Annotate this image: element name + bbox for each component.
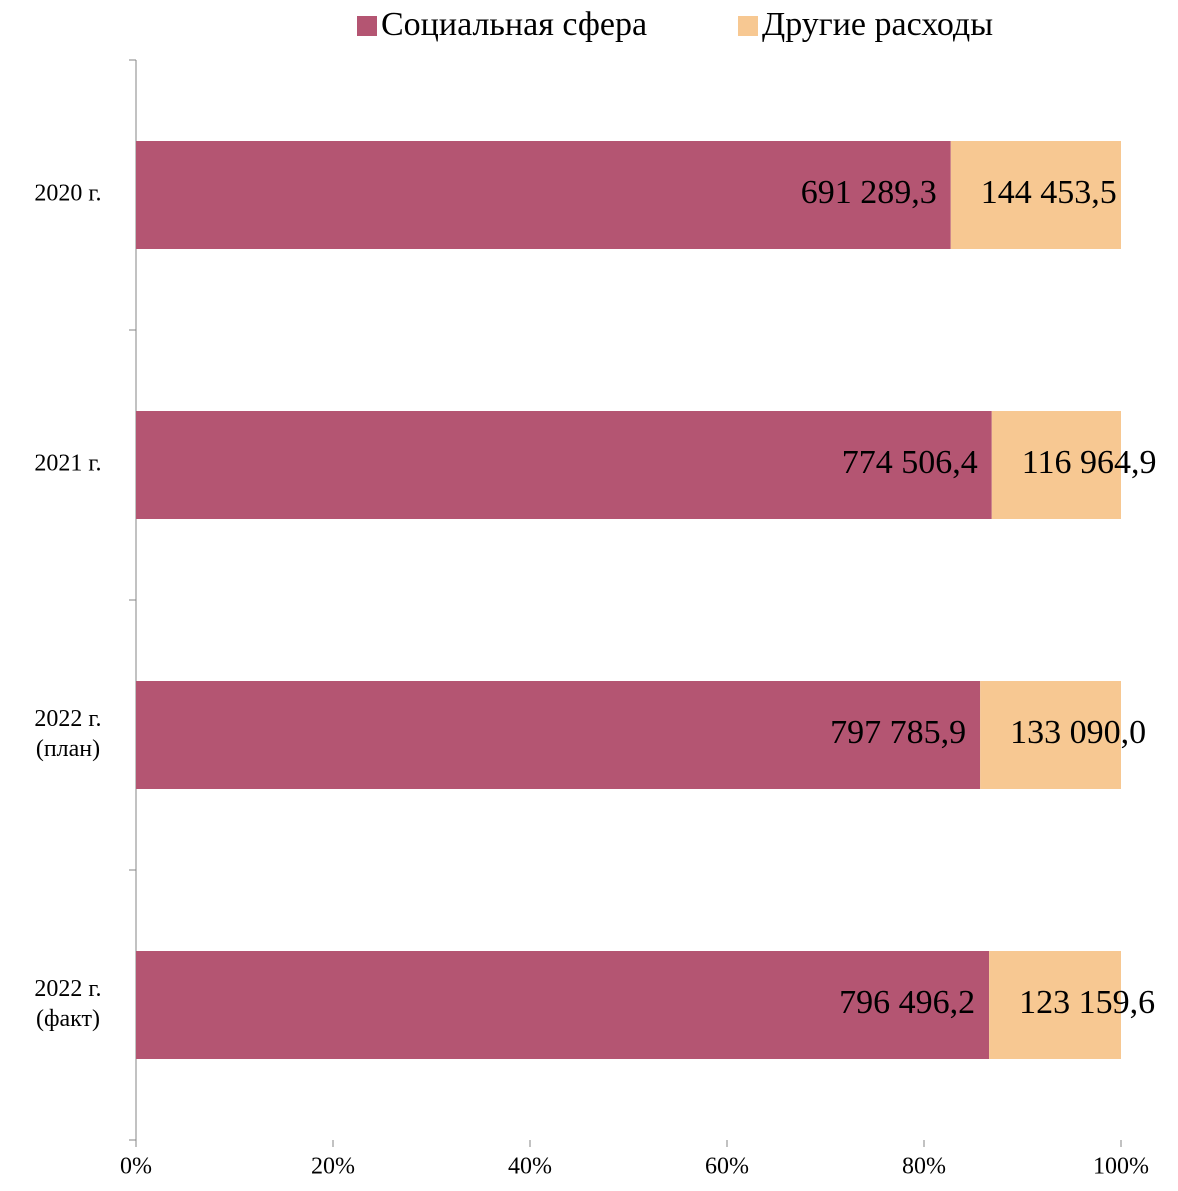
legend-swatch bbox=[738, 16, 758, 36]
x-tick-label: 20% bbox=[311, 1154, 355, 1180]
data-label: 144 453,5 bbox=[981, 174, 1117, 211]
bar-segment bbox=[136, 951, 990, 1059]
data-label: 123 159,6 bbox=[1019, 984, 1155, 1021]
data-label: 116 964,9 bbox=[1022, 444, 1157, 481]
x-tick-label: 40% bbox=[508, 1154, 552, 1180]
y-tick-label: 2022 г. (план) bbox=[34, 706, 101, 762]
x-tick-label: 0% bbox=[120, 1154, 152, 1180]
data-label: 774 506,4 bbox=[842, 444, 978, 481]
data-label: 797 785,9 bbox=[830, 714, 966, 751]
data-label: 691 289,3 bbox=[801, 174, 937, 211]
bar-segment bbox=[136, 681, 981, 789]
bar-segment bbox=[950, 141, 1121, 249]
bar-segment bbox=[136, 411, 992, 519]
data-label: 133 090,0 bbox=[1010, 714, 1146, 751]
y-tick-label: 2021 г. bbox=[34, 451, 101, 477]
x-tick-label: 80% bbox=[902, 1154, 946, 1180]
legend-swatch bbox=[357, 16, 377, 36]
legend-label: Другие расходы bbox=[762, 6, 993, 43]
x-tick-label: 60% bbox=[705, 1154, 749, 1180]
bar-segment bbox=[980, 681, 1121, 789]
bar-segment bbox=[991, 411, 1121, 519]
bar-segment bbox=[989, 951, 1121, 1059]
bar-segment bbox=[136, 141, 951, 249]
legend-label: Социальная сфера bbox=[381, 6, 647, 43]
x-tick-label: 100% bbox=[1093, 1154, 1149, 1180]
data-label: 796 496,2 bbox=[839, 984, 975, 1021]
y-tick-label: 2020 г. bbox=[34, 181, 101, 207]
y-tick-label: 2022 г. (факт) bbox=[34, 976, 101, 1032]
